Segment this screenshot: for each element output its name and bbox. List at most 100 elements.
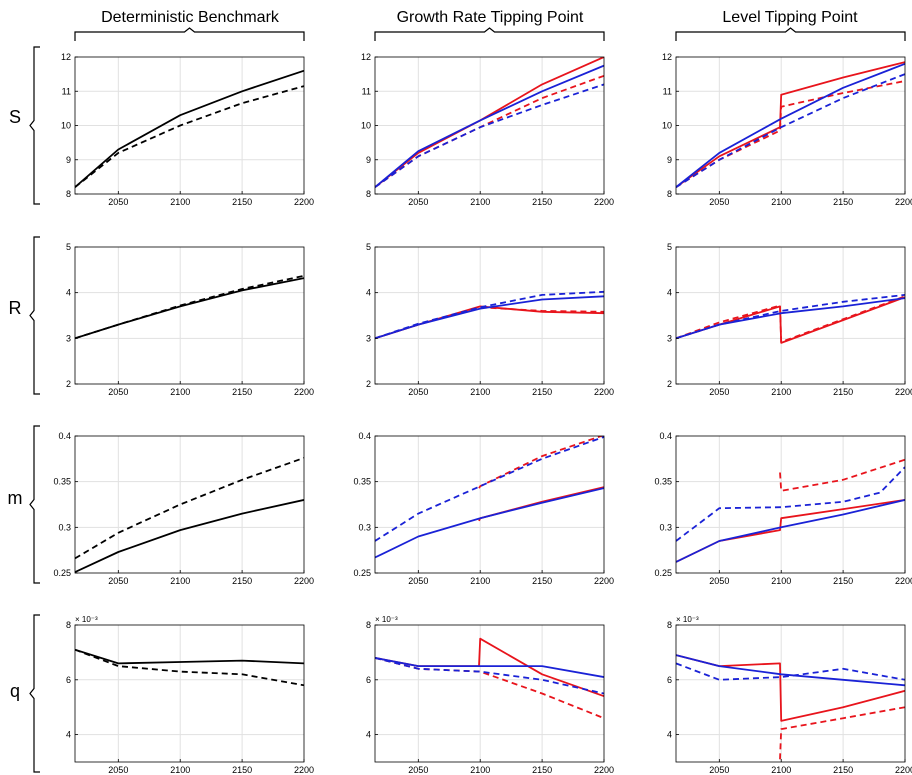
series-group [676,294,905,344]
panel-m-1: 2050 2100 2150 2200 0.25 0.3 0.35 0.4 [353,431,614,586]
panel-q-0: 2050 2100 2150 2200 4 6 8 × 10⁻³ [66,615,314,775]
panel-m-2: 2050 2100 2150 2200 0.25 0.3 0.35 0.4 [654,431,912,586]
y-tick-label: 11 [663,86,672,96]
y-tick-label: 6 [366,675,371,685]
x-tick-label: 2050 [108,576,128,586]
series-line-blue-solid [676,62,905,188]
x-tick-label: 2100 [771,765,791,775]
series-line-red-dashed [779,458,905,492]
series-group [75,274,304,340]
x-tick-label: 2150 [232,387,252,397]
x-tick-label: 2150 [532,197,552,207]
x-tick-label: 2050 [408,197,428,207]
x-tick-label: 2050 [108,387,128,397]
column-headers: Deterministic Benchmark Growth Rate Tipp… [101,9,858,26]
row-label-q: q [10,681,20,701]
column-title-deterministic: Deterministic Benchmark [101,9,280,26]
plot-area [676,625,905,762]
x-tick-label: 2050 [709,765,729,775]
x-tick-label: 2050 [408,576,428,586]
y-tick-label: 12 [662,52,672,62]
x-tick-label: 2200 [895,765,912,775]
y-tick-label: 3 [667,333,672,343]
x-tick-label: 2100 [470,765,490,775]
x-tick-label: 2050 [709,387,729,397]
y-tick-label: 0.25 [353,568,371,578]
y-tick-label: 0.35 [353,477,371,487]
series-line-black-solid [75,499,304,573]
series-line-blue-solid [676,654,905,687]
column-bracket-0 [74,27,305,41]
y-tick-label: 3 [66,333,71,343]
y-tick-label: 5 [366,242,371,252]
series-line-black-solid [75,648,304,665]
series-line-blue-dashed [676,662,905,681]
plot-frame [74,624,305,763]
x-tick-label: 2200 [594,197,614,207]
row-brace-2 [29,425,40,584]
x-tick-label: 2200 [594,387,614,397]
series-line-blue-dashed [375,83,604,188]
y-tick-label: 9 [66,155,71,165]
series-line-black-dashed [75,85,304,188]
series-line-blue-solid [375,64,604,188]
plot-frame [675,246,906,385]
x-tick-label: 2150 [532,387,552,397]
x-tick-label: 2200 [895,576,912,586]
series-group [676,458,905,563]
y-tick-label: 0.4 [659,431,672,441]
y-tick-label: 3 [366,333,371,343]
row-brace-0 [29,46,40,205]
y-tick-label: 0.3 [358,522,371,532]
series-group [75,648,304,687]
y-tick-label: 0.3 [58,522,71,532]
x-tick-label: 2100 [470,576,490,586]
series-line-red-solid [676,61,905,188]
plot-frame [374,435,605,574]
y-tick-label: 8 [66,620,71,630]
y-tick-label: 8 [366,189,371,199]
series-line-blue-dashed [676,294,905,340]
x-tick-label: 2200 [294,576,314,586]
x-tick-label: 2100 [170,765,190,775]
y-tick-label: 4 [667,730,672,740]
x-tick-label: 2100 [170,576,190,586]
series-line-blue-solid [375,657,604,678]
series-group [375,290,604,340]
y-tick-label: 12 [61,52,71,62]
series-line-red-dashed [676,295,905,343]
x-tick-label: 2100 [170,197,190,207]
y-exponent-label: × 10⁻³ [676,615,699,624]
series-line-red-dashed [375,657,604,720]
plot-frame [374,246,605,385]
plot-frame [675,624,906,763]
y-tick-label: 2 [667,379,672,389]
series-line-blue-solid [676,499,905,563]
series-group [676,61,905,188]
x-tick-label: 2050 [408,765,428,775]
panel-R-0: 2050 2100 2150 2200 2 3 4 5 [66,242,314,397]
column-bracket-1 [374,27,605,41]
y-tick-label: 5 [667,242,672,252]
y-tick-label: 0.35 [53,477,71,487]
x-tick-label: 2200 [294,197,314,207]
series-line-red-dashed [478,436,604,489]
series-group [375,637,604,720]
y-tick-label: 0.35 [654,477,672,487]
y-tick-label: 9 [667,155,672,165]
y-tick-label: 4 [366,288,371,298]
x-tick-label: 2150 [833,387,853,397]
y-tick-label: 4 [667,288,672,298]
series-line-black-dashed [75,274,304,340]
plot-frame [374,624,605,763]
y-tick-label: 10 [61,121,71,131]
y-tick-label: 2 [366,379,371,389]
series-line-black-solid [75,69,304,188]
panel-R-1: 2050 2100 2150 2200 2 3 4 5 [366,242,614,397]
series-group [375,436,604,559]
series-line-blue-solid [375,487,604,559]
y-tick-label: 9 [366,155,371,165]
series-group [375,57,604,188]
y-tick-label: 0.4 [58,431,71,441]
y-tick-label: 6 [667,675,672,685]
